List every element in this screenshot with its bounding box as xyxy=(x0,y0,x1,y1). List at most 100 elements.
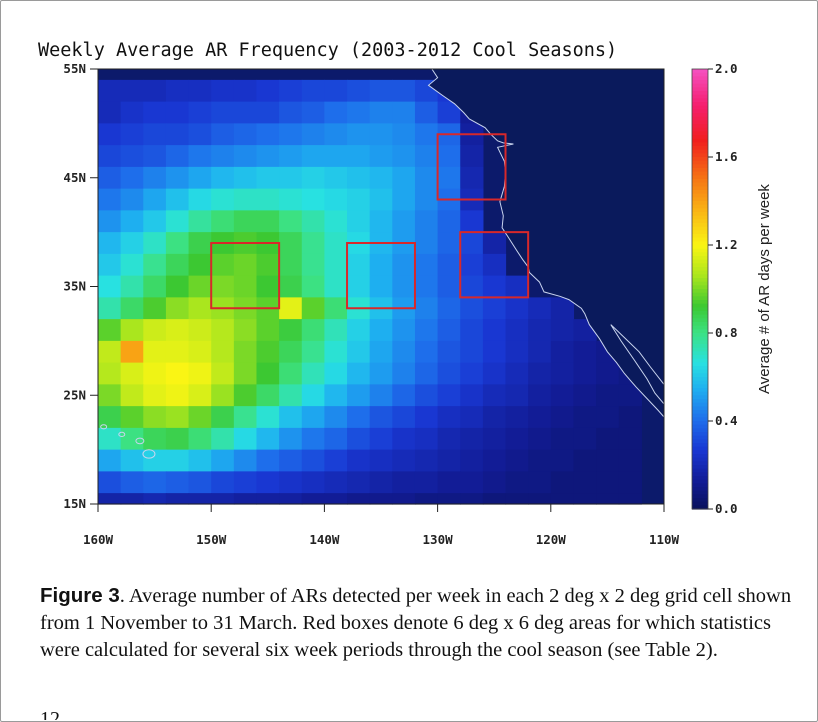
heatmap-cell xyxy=(414,123,439,146)
heatmap-cell xyxy=(143,406,167,429)
heatmap-cell xyxy=(528,427,552,451)
caption-label: Figure 3 xyxy=(40,584,120,607)
heatmap-cell xyxy=(120,406,144,429)
colorbar-segment xyxy=(692,428,708,433)
heatmap-cell xyxy=(120,319,144,342)
colorbar-segment xyxy=(692,237,708,242)
heatmap-cell xyxy=(143,362,167,385)
heatmap-cell xyxy=(347,427,371,451)
heatmap-cell xyxy=(414,297,439,320)
colorbar-segment xyxy=(692,168,708,173)
heatmap-cell xyxy=(324,297,348,320)
heatmap-cell xyxy=(414,384,439,407)
colorbar-segment xyxy=(692,483,708,488)
colorbar-segment xyxy=(692,142,708,147)
island-outline xyxy=(118,431,126,437)
heatmap-cell xyxy=(324,384,348,407)
heatmap-cell xyxy=(482,384,507,407)
heatmap-cell xyxy=(437,449,461,472)
heatmap-cell xyxy=(528,362,552,385)
heatmap-cell xyxy=(188,275,212,298)
colorbar-segment xyxy=(692,157,708,162)
colorbar-segment xyxy=(692,505,708,510)
heatmap-cell xyxy=(211,145,235,168)
colorbar-segment xyxy=(692,120,708,125)
heatmap-cell xyxy=(256,166,280,190)
heatmap-cell xyxy=(98,493,122,505)
heatmap-cell xyxy=(188,319,212,342)
colorbar-segment xyxy=(692,490,708,495)
heatmap-cell xyxy=(347,210,371,233)
heatmap-cell xyxy=(437,210,461,233)
colorbar-segment xyxy=(692,274,708,279)
heatmap-cell xyxy=(188,449,212,472)
heatmap-cell xyxy=(233,210,258,233)
colorbar-segment xyxy=(692,135,708,140)
colorbar-segment xyxy=(692,69,708,74)
heatmap-cell xyxy=(143,253,167,277)
colorbar-segment xyxy=(692,149,708,154)
heatmap-cell xyxy=(460,319,484,342)
heatmap-cell xyxy=(279,210,303,233)
heatmap-cell xyxy=(233,406,258,429)
colorbar-segment xyxy=(692,347,708,352)
colorbar-segment xyxy=(692,329,708,334)
heatmap-cell xyxy=(256,406,280,429)
heatmap-cell xyxy=(324,210,348,233)
colorbar-segment xyxy=(692,197,708,202)
heatmap-cell xyxy=(256,471,280,494)
heatmap-cell xyxy=(414,471,439,494)
heatmap-cell xyxy=(188,253,212,277)
heatmap-cell xyxy=(256,340,280,364)
heatmap-cell xyxy=(324,79,348,103)
heatmap-cell xyxy=(414,232,439,255)
heatmap-cell xyxy=(392,166,416,190)
heatmap-cell xyxy=(233,101,258,124)
colorbar-segment xyxy=(692,406,708,411)
heatmap-cell xyxy=(324,188,348,211)
heatmap-cell xyxy=(256,253,280,277)
heatmap-cell xyxy=(279,79,303,103)
heatmap-cell xyxy=(165,449,190,472)
heatmap-cell xyxy=(120,427,144,451)
heatmap-cell xyxy=(165,79,190,103)
colorbar-segment xyxy=(692,296,708,301)
caption-text: . Average number of ARs detected per wee… xyxy=(40,585,792,661)
heatmap-cell xyxy=(347,449,371,472)
heatmap-cell xyxy=(528,493,552,505)
heatmap-cell xyxy=(324,362,348,385)
heatmap-cell xyxy=(324,123,348,146)
colorbar-segment xyxy=(692,402,708,407)
heatmap-cell xyxy=(347,79,371,103)
colorbar-segment xyxy=(692,241,708,246)
heatmap-cell xyxy=(414,166,439,190)
heatmap-cell xyxy=(324,319,348,342)
colorbar-segment xyxy=(692,318,708,323)
heatmap-cell xyxy=(279,449,303,472)
colorbar-segment xyxy=(692,457,708,462)
heatmap-cell xyxy=(120,384,144,407)
heatmap-cell xyxy=(301,362,325,385)
heatmap-cell xyxy=(98,145,122,168)
heatmap-cell xyxy=(460,232,484,255)
colorbar-segment xyxy=(692,83,708,88)
heatmap-cell xyxy=(482,449,507,472)
heatmap-cell xyxy=(596,471,620,494)
heatmap-cell xyxy=(392,471,416,494)
heatmap-cell xyxy=(414,101,439,124)
island-outline xyxy=(142,449,156,459)
heatmap-cell xyxy=(414,319,439,342)
heatmap-cell xyxy=(437,145,461,168)
heatmap-cell xyxy=(233,275,258,298)
heatmap-cell xyxy=(460,166,484,190)
heatmap-cell xyxy=(279,427,303,451)
ar-frequency-heatmap: Weekly Average AR Frequency (2003-2012 C… xyxy=(38,40,773,547)
heatmap-cell xyxy=(211,253,235,277)
heatmap-cell xyxy=(301,493,325,505)
heatmap-cell xyxy=(279,232,303,255)
colorbar-segment xyxy=(692,369,708,374)
heatmap-cell xyxy=(550,362,575,385)
colorbar-segment xyxy=(692,498,708,503)
heatmap-cell xyxy=(188,362,212,385)
x-tick-label: 120W xyxy=(536,532,567,547)
